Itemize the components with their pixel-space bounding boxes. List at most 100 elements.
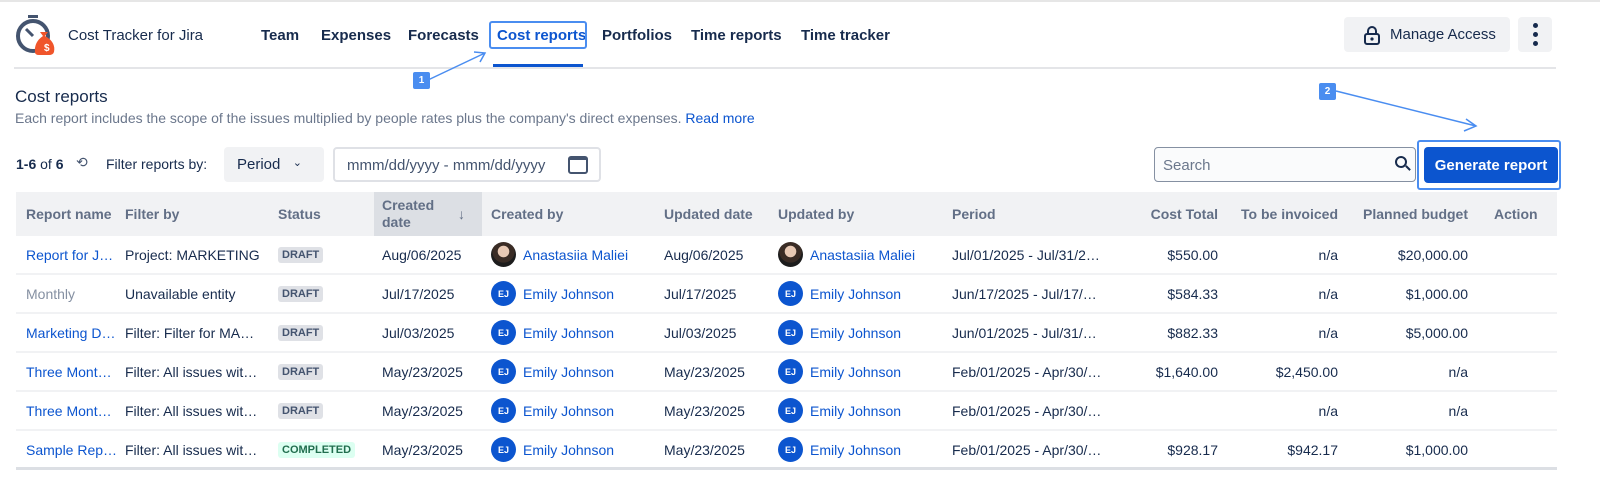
column-header-label: Updated date	[664, 206, 753, 222]
result-count: 1-6 of 6	[16, 156, 64, 172]
cell-created: Jul/03/2025	[374, 314, 482, 351]
table-row[interactable]: Three Mont… Filter: All issues wit… DRAFT M…	[16, 353, 1557, 392]
svg-text:$: $	[44, 43, 50, 54]
calendar-icon[interactable]	[568, 156, 588, 174]
cell-invoiced: n/a	[1228, 275, 1348, 312]
cell-updated-by: EJ Emily Johnson	[770, 431, 944, 468]
cell-name: Marketing D…	[16, 314, 125, 351]
cell-text: May/23/2025	[382, 441, 463, 458]
user-link[interactable]: Emily Johnson	[810, 402, 902, 419]
user-link[interactable]: Emily Johnson	[810, 363, 902, 380]
app-logo-icon: $	[16, 15, 55, 55]
generate-report-button[interactable]: Generate report	[1424, 147, 1558, 183]
column-header-filter-by[interactable]: Filter by	[125, 192, 278, 236]
avatar: EJ	[491, 437, 516, 462]
user-link[interactable]: Emily Johnson	[523, 324, 615, 341]
search-input[interactable]: Search	[1154, 147, 1416, 182]
cell-action[interactable]	[1486, 275, 1557, 312]
cell-text: May/23/2025	[664, 441, 745, 458]
user-link[interactable]: Emily Johnson	[810, 285, 902, 302]
user-link[interactable]: Anastasiia Maliei	[810, 246, 916, 263]
column-header-label: Filter by	[125, 206, 180, 222]
cell-period: Jun/17/2025 - Jul/17/…	[944, 275, 1120, 312]
nav-tab-time-tracker[interactable]: Time tracker	[801, 27, 890, 44]
cell-text: n/a	[1448, 363, 1468, 380]
report-name-link[interactable]: Three Mont…	[26, 402, 112, 419]
sort-descending-icon[interactable]: ↓	[458, 205, 465, 222]
user-link[interactable]: Emily Johnson	[523, 441, 615, 458]
user-link[interactable]: Emily Johnson	[523, 402, 615, 419]
nav-tab-portfolios[interactable]: Portfolios	[602, 27, 672, 44]
nav-tab-team[interactable]: Team	[261, 27, 300, 44]
avatar	[491, 242, 516, 267]
table-row[interactable]: Three Mont… Filter: All issues wit… DRAFT M…	[16, 392, 1557, 431]
table-row[interactable]: Sample Rep… Filter: All issues wit… COMPLE…	[16, 431, 1557, 470]
user-link[interactable]: Emily Johnson	[810, 324, 902, 341]
cell-text: May/23/2025	[382, 402, 463, 419]
column-header-report-name[interactable]: Report name	[16, 192, 125, 236]
table-row[interactable]: Marketing D… Filter: Filter for MA… DRAFT J…	[16, 314, 1557, 353]
avatar: EJ	[778, 437, 803, 462]
nav-tab-forecasts[interactable]: Forecasts	[408, 27, 479, 44]
cell-invoiced: n/a	[1228, 314, 1348, 351]
refresh-icon[interactable]: ⟲	[76, 154, 88, 170]
cell-action[interactable]	[1486, 314, 1557, 351]
read-more-link[interactable]: Read more	[685, 110, 755, 126]
active-tab-indicator	[493, 64, 583, 67]
cell-status: DRAFT	[278, 353, 374, 390]
date-range-input[interactable]: mmm/dd/yyyy - mmm/dd/yyyy	[333, 147, 601, 182]
cell-action[interactable]	[1486, 236, 1557, 273]
cell-text: Feb/01/2025 - Apr/30/…	[952, 363, 1102, 380]
column-header-status[interactable]: Status	[278, 192, 374, 236]
more-options-button[interactable]	[1518, 17, 1552, 52]
cell-text: n/a	[1448, 402, 1468, 419]
cell-action[interactable]	[1486, 431, 1557, 468]
manage-access-button[interactable]: Manage Access	[1344, 17, 1510, 52]
cell-text: n/a	[1318, 246, 1338, 263]
report-name-link[interactable]: Marketing D…	[26, 324, 116, 341]
user-link[interactable]: Emily Johnson	[523, 363, 615, 380]
column-header-updated-date[interactable]: Updated date	[656, 192, 770, 236]
table-row[interactable]: Monthly Unavailable entity DRAFT Jul/17/202…	[16, 275, 1557, 314]
nav-tab-time-reports[interactable]: Time reports	[691, 27, 782, 44]
cell-text: Filter: Filter for MA…	[125, 324, 255, 341]
user-link[interactable]: Anastasiia Maliei	[523, 246, 629, 263]
cell-updated: May/23/2025	[656, 353, 770, 390]
report-name-link[interactable]: Report for J…	[26, 246, 114, 263]
column-header-updated-by[interactable]: Updated by	[770, 192, 944, 236]
report-name-link[interactable]: Sample Rep…	[26, 441, 118, 458]
table-row[interactable]: Report for J… Project: MARKETING DRAFT Aug/…	[16, 236, 1557, 275]
cell-text: Feb/01/2025 - Apr/30/…	[952, 441, 1102, 458]
cell-created-by: EJ Emily Johnson	[482, 431, 656, 468]
cell-text: Aug/06/2025	[664, 246, 744, 263]
user-link[interactable]: Emily Johnson	[810, 441, 902, 458]
nav-tab-expenses[interactable]: Expenses	[321, 27, 392, 44]
cell-created-by: EJ Emily Johnson	[482, 275, 656, 312]
cell-action[interactable]	[1486, 392, 1557, 429]
cell-updated: Aug/06/2025	[656, 236, 770, 273]
cell-text: Jul/01/2025 - Jul/31/2…	[952, 246, 1100, 263]
cell-action[interactable]	[1486, 353, 1557, 390]
cell-period: Feb/01/2025 - Apr/30/…	[944, 392, 1120, 429]
column-header-action[interactable]: Action	[1486, 192, 1557, 236]
column-header-period[interactable]: Period	[944, 192, 1120, 236]
annotation-highlight-2	[1417, 140, 1561, 190]
cell-budget: $1,000.00	[1348, 275, 1478, 312]
cell-cost: $882.33	[1120, 314, 1228, 351]
user-link[interactable]: Emily Johnson	[523, 285, 615, 302]
nav-tab-cost-reports[interactable]: Cost reports	[497, 27, 587, 44]
report-name-link[interactable]: Three Mont…	[26, 363, 112, 380]
column-header-created-date[interactable]: Created date ↓	[374, 192, 482, 236]
column-header-created-by[interactable]: Created by	[482, 192, 656, 236]
column-header-label: Planned budget	[1363, 206, 1468, 222]
column-header-label: Action	[1494, 206, 1538, 222]
cell-updated: May/23/2025	[656, 392, 770, 429]
more-dots-icon	[1532, 23, 1538, 28]
column-header-to-be-invoiced[interactable]: To be invoiced	[1228, 192, 1348, 236]
column-header-planned-budget[interactable]: Planned budget	[1348, 192, 1478, 236]
column-header-cost-total[interactable]: Cost Total	[1120, 192, 1228, 236]
cell-created-by: EJ Emily Johnson	[482, 392, 656, 429]
annotation-badge-1: 1	[413, 72, 430, 89]
period-select[interactable]: Period ⌄	[224, 147, 324, 182]
cell-created-by: Anastasiia Maliei	[482, 236, 656, 273]
